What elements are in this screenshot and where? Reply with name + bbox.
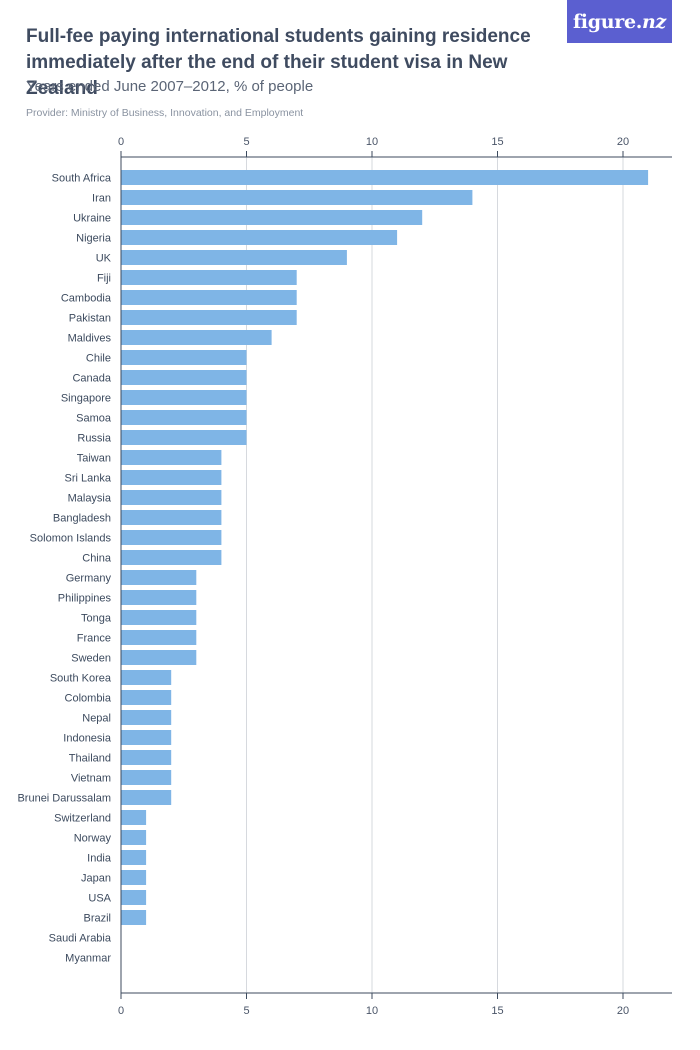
bottom-tick-label: 15 [491,1005,503,1017]
category-label: China [82,553,112,565]
bar [121,450,222,465]
bar [121,650,197,665]
bar [121,350,247,365]
category-label: Japan [81,873,111,885]
category-label: South Africa [52,173,112,185]
bar [121,890,147,905]
bar [121,630,197,645]
bar [121,570,197,585]
category-label: Canada [72,373,111,385]
logo-suffix-text: nz [642,10,667,33]
category-label: Singapore [61,393,111,405]
bar [121,510,222,525]
category-label: USA [88,893,111,905]
bar [121,390,247,405]
logo-main-text: figure. [572,10,643,33]
category-label: Russia [77,433,112,445]
bar [121,310,297,325]
bar [121,790,172,805]
bar [121,710,172,725]
category-label: India [87,853,112,865]
category-label: Fiji [97,273,111,285]
top-tick-label: 20 [617,136,629,148]
category-label: Saudi Arabia [49,933,112,945]
bar [121,730,172,745]
figure-nz-logo[interactable]: figure. nz [567,0,672,43]
category-label: Iran [92,193,111,205]
category-label: Ukraine [73,213,111,225]
bar [121,270,297,285]
category-label: Philippines [58,593,112,605]
chart-subtitle: Years ended June 2007–2012, % of people [26,78,314,95]
top-tick-label: 10 [366,136,378,148]
category-label: Cambodia [61,293,112,305]
category-label: Nigeria [76,233,112,245]
category-label: Bangladesh [53,513,111,525]
top-tick-label: 15 [491,136,503,148]
bar [121,550,222,565]
bar [121,530,222,545]
category-label: Taiwan [77,453,111,465]
bar [121,910,147,925]
bar [121,330,272,345]
bar [121,490,222,505]
category-label: Samoa [76,413,112,425]
bar [121,250,347,265]
bar [121,750,172,765]
bar [121,410,247,425]
bar [121,830,147,845]
bar [121,210,423,225]
bottom-tick-label: 10 [366,1005,378,1017]
bar [121,590,197,605]
category-label: Solomon Islands [30,533,112,545]
category-label: Vietnam [71,773,111,785]
bottom-tick-label: 5 [243,1005,249,1017]
bar [121,470,222,485]
bar [121,190,473,205]
category-label: Indonesia [63,733,112,745]
bar [121,670,172,685]
category-label: Tonga [81,613,112,625]
category-label: Sweden [71,653,111,665]
category-label: Sri Lanka [65,473,112,485]
chart-title: Full-fee paying international students g… [26,26,531,99]
bar [121,170,649,185]
category-label: Switzerland [54,813,111,825]
category-label: UK [96,253,112,265]
category-label: Norway [74,833,112,845]
category-label: Maldives [68,333,112,345]
category-label: Malaysia [68,493,112,505]
bar [121,290,297,305]
bar [121,610,197,625]
category-label: Chile [86,353,111,365]
bar [121,810,147,825]
category-label: Germany [66,573,112,585]
bar [121,770,172,785]
bar [121,870,147,885]
bar [121,230,398,245]
bar [121,370,247,385]
category-label: Myanmar [65,953,111,965]
bottom-tick-label: 0 [118,1005,124,1017]
category-label: France [77,633,111,645]
bar [121,850,147,865]
category-label: Colombia [65,693,112,705]
category-label: Pakistan [69,313,111,325]
bar [121,690,172,705]
bar [121,430,247,445]
top-tick-label: 5 [243,136,249,148]
category-label: Nepal [82,713,111,725]
category-label: Thailand [69,753,111,765]
category-label: Brazil [83,913,111,925]
category-label: Brunei Darussalam [17,793,111,805]
category-label: South Korea [50,673,112,685]
bottom-tick-label: 20 [617,1005,629,1017]
top-tick-label: 0 [118,136,124,148]
data-provider: Provider: Ministry of Business, Innovati… [26,107,304,119]
